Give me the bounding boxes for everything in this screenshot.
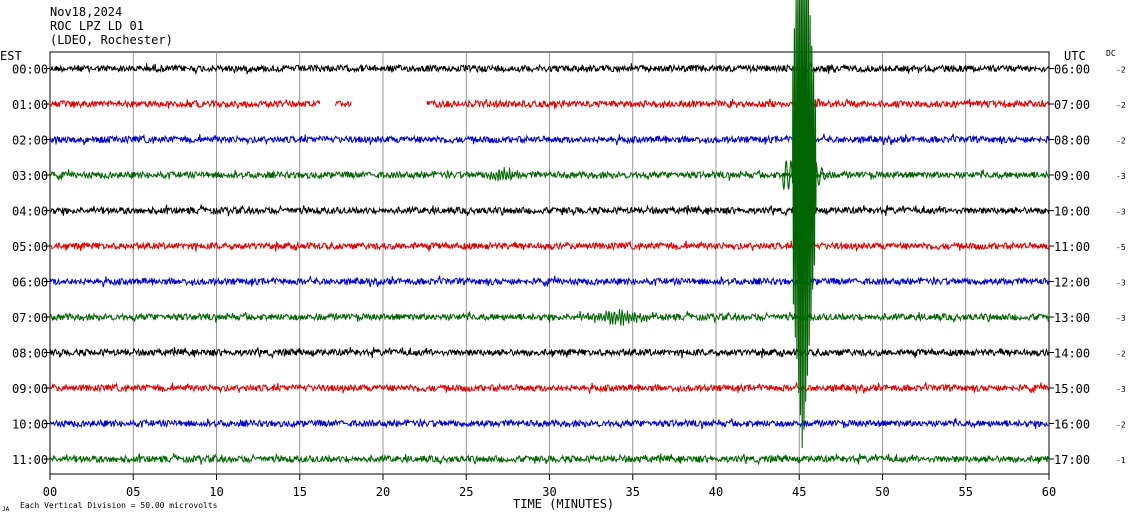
est-hour-label: 10:00	[12, 418, 48, 432]
x-axis-label: TIME (MINUTES)	[513, 497, 614, 511]
x-tick-label: 35	[626, 485, 640, 499]
seismic-traces	[49, 0, 1050, 466]
grid-lines	[132, 52, 967, 474]
est-hour-label: 11:00	[12, 453, 48, 467]
x-tick-label: 60	[1042, 485, 1056, 499]
scale-note: Each Vertical Division = 50.00 microvolt…	[20, 501, 218, 510]
seismic-trace	[49, 382, 1050, 394]
seismic-trace	[49, 240, 1050, 252]
utc-hour-label: 09:00	[1054, 169, 1090, 183]
dc-header-label: DC	[1106, 49, 1116, 58]
seismic-trace	[49, 346, 1050, 359]
corner-mark: JA	[2, 506, 10, 513]
utc-hour-label: 08:00	[1054, 134, 1090, 148]
utc-hour-label: 06:00	[1054, 63, 1090, 77]
est-hour-label: 02:00	[12, 134, 48, 148]
dc-offset-label: -1	[1116, 456, 1126, 465]
est-hour-label: 00:00	[12, 63, 48, 77]
utc-hour-label: 10:00	[1054, 205, 1090, 219]
est-hour-label: 06:00	[12, 276, 48, 290]
seismic-trace	[49, 275, 1050, 288]
seismic-trace	[49, 133, 1050, 146]
est-hour-label: 07:00	[12, 311, 48, 325]
seismic-trace	[49, 418, 1050, 430]
row-labels: 00:00 06:00 -2 01:00 07:00 -2 02:00 08:00 -2 03:0…	[12, 63, 1126, 468]
dc-offset-label: -5	[1116, 243, 1126, 252]
x-tick-label: 45	[792, 485, 806, 499]
dc-offset-label: -2	[1116, 101, 1126, 110]
est-hour-label: 03:00	[12, 169, 48, 183]
utc-hour-label: 16:00	[1054, 418, 1090, 432]
utc-hour-label: 13:00	[1054, 311, 1090, 325]
est-hour-label: 01:00	[12, 98, 48, 112]
x-tick-label: 25	[459, 485, 473, 499]
x-axis-ticks: 00 05 10 15 20 25 30 35 40 45 50 55 60	[43, 474, 1056, 499]
est-hour-label: 04:00	[12, 205, 48, 219]
dc-offset-label: -2	[1116, 66, 1126, 75]
right-timezone-label: UTC	[1064, 49, 1086, 63]
x-tick-label: 15	[293, 485, 307, 499]
x-tick-label: 20	[376, 485, 390, 499]
dc-offset-label: -2	[1116, 137, 1126, 146]
dc-offset-label: -3	[1116, 279, 1126, 288]
x-tick-label: 10	[209, 485, 223, 499]
dc-offset-label: -3	[1116, 314, 1126, 323]
utc-hour-label: 12:00	[1054, 276, 1090, 290]
chart-date: Nov18,2024	[50, 5, 123, 19]
dc-offset-label: -2	[1116, 421, 1126, 430]
x-tick-label: 55	[959, 485, 973, 499]
dc-offset-label: -3	[1116, 385, 1126, 394]
utc-hour-label: 11:00	[1054, 240, 1090, 254]
network-name: (LDEO, Rochester)	[50, 33, 173, 47]
seismic-trace	[49, 204, 1050, 217]
x-tick-label: 00	[43, 485, 57, 499]
est-hour-label: 08:00	[12, 347, 48, 361]
seismic-trace	[49, 452, 1050, 466]
x-tick-label: 30	[542, 485, 556, 499]
dc-offset-label: -3	[1116, 208, 1126, 217]
utc-hour-label: 17:00	[1054, 453, 1090, 467]
est-hour-label: 09:00	[12, 382, 48, 396]
seismic-trace	[49, 167, 1050, 182]
est-hour-label: 05:00	[12, 240, 48, 254]
utc-hour-label: 14:00	[1054, 347, 1090, 361]
seismic-trace	[49, 98, 1050, 110]
x-tick-label: 05	[126, 485, 140, 499]
utc-hour-label: 15:00	[1054, 382, 1090, 396]
dc-offset-label: -3	[1116, 172, 1126, 181]
earthquake-waveform	[782, 0, 830, 448]
x-tick-label: 50	[875, 485, 889, 499]
station-name: ROC LPZ LD 01	[50, 19, 144, 33]
dc-offset-label: -2	[1116, 350, 1126, 359]
x-tick-label: 40	[709, 485, 723, 499]
utc-hour-label: 07:00	[1054, 98, 1090, 112]
seismic-trace	[49, 309, 1050, 326]
seismic-trace	[49, 62, 1050, 76]
left-timezone-label: EST	[0, 49, 22, 63]
